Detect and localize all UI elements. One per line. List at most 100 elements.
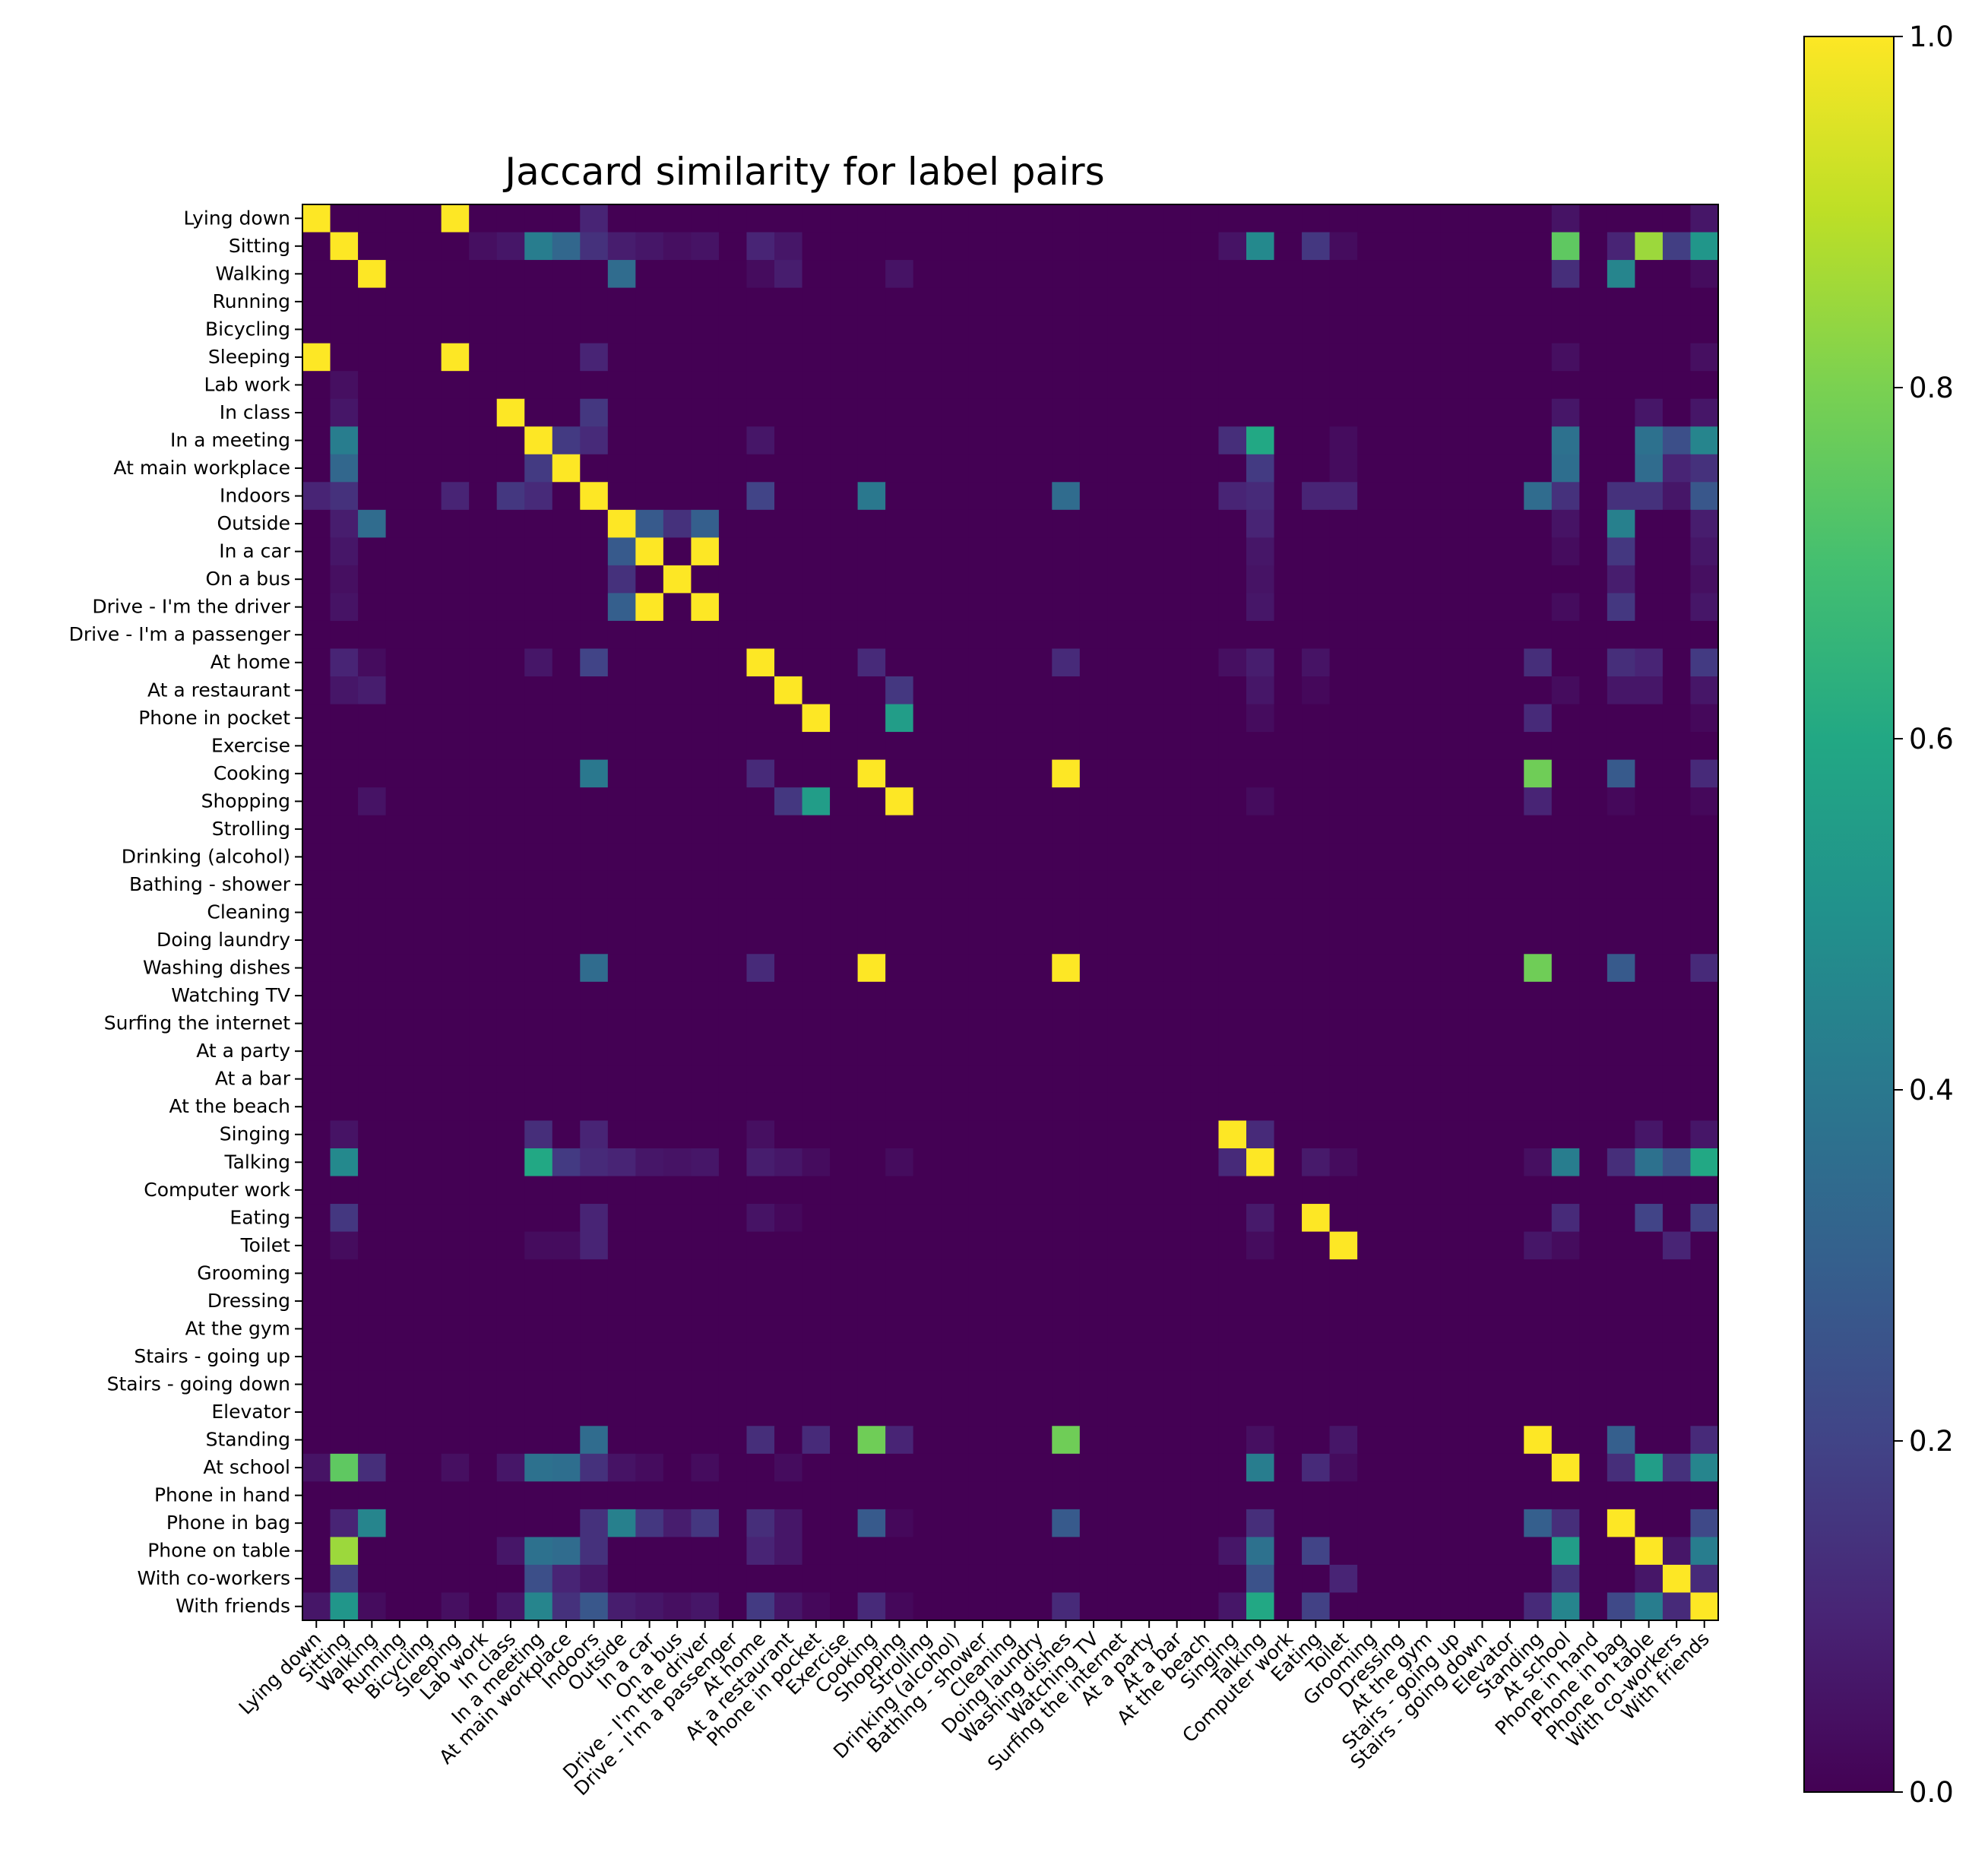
heatmap-cell [1024, 843, 1053, 872]
heatmap-cell [1274, 232, 1303, 261]
heatmap-cell [1218, 565, 1247, 594]
heatmap-cell [691, 315, 720, 344]
heatmap-cell [1079, 704, 1108, 733]
heatmap-cell [1357, 509, 1386, 538]
heatmap-cell [857, 1204, 886, 1233]
heatmap-cell [524, 1287, 553, 1316]
heatmap-cell [1329, 1398, 1358, 1426]
heatmap-cell [469, 870, 498, 899]
y-tick-label: Dressing [207, 1290, 290, 1312]
heatmap-cell [663, 1037, 692, 1066]
heatmap-cell [1468, 371, 1497, 400]
heatmap-cell [1190, 981, 1220, 1010]
heatmap-cell [1218, 371, 1247, 400]
heatmap-cell [1551, 1315, 1580, 1344]
heatmap-cell [1218, 1037, 1247, 1066]
heatmap-cell [830, 1231, 859, 1260]
heatmap-cell [358, 315, 387, 344]
heatmap-cell [1135, 260, 1164, 289]
heatmap-cell [1662, 1092, 1692, 1122]
heatmap-cell [1662, 1342, 1692, 1371]
heatmap-cell [413, 1120, 442, 1149]
y-tick-label: At a party [196, 1040, 290, 1062]
heatmap-cell [1052, 787, 1081, 816]
heatmap-cell [552, 1204, 581, 1233]
heatmap-cell [1107, 1231, 1136, 1260]
heatmap-cell [1413, 815, 1442, 844]
heatmap-cell [1440, 371, 1469, 400]
heatmap-cell [1163, 565, 1192, 594]
heatmap-cell [1107, 1092, 1136, 1122]
heatmap-cell [330, 1592, 359, 1621]
heatmap-cell [746, 1481, 775, 1510]
heatmap-cell [496, 287, 525, 316]
heatmap-cell [1440, 1509, 1469, 1538]
heatmap-cell [1163, 1092, 1192, 1122]
heatmap-cell [1496, 1426, 1524, 1455]
heatmap-cell [1440, 398, 1469, 427]
heatmap-cell [1357, 954, 1386, 983]
heatmap-cell [802, 1342, 831, 1371]
heatmap-cell [552, 759, 581, 788]
heatmap-cell [1163, 260, 1192, 289]
heatmap-cell [746, 315, 775, 344]
heatmap-cell [524, 954, 553, 983]
heatmap-cell [330, 593, 359, 622]
heatmap-cell [1579, 1398, 1608, 1426]
heatmap-cell [1107, 482, 1136, 511]
heatmap-cell [1246, 1176, 1275, 1205]
heatmap-cell [1524, 1453, 1553, 1482]
heatmap-cell [1662, 1204, 1692, 1233]
heatmap-cell [718, 1204, 748, 1233]
heatmap-cell [1274, 759, 1303, 788]
heatmap-cell [1329, 1009, 1358, 1038]
heatmap-cell [830, 759, 859, 788]
heatmap-cell [580, 1204, 609, 1233]
heatmap-cell [1690, 1564, 1719, 1594]
heatmap-cell [774, 593, 803, 622]
heatmap-cell [635, 981, 664, 1010]
heatmap-cell [607, 1065, 636, 1094]
heatmap-cell [1135, 343, 1164, 372]
heatmap-cell [1413, 1120, 1442, 1149]
heatmap-cell [358, 1342, 387, 1371]
heatmap-cell [524, 1537, 553, 1566]
heatmap-cell [1635, 343, 1664, 372]
heatmap-cell [1190, 593, 1220, 622]
heatmap-cell [1246, 1231, 1275, 1260]
heatmap-cell [330, 870, 359, 899]
heatmap-cell [663, 1176, 692, 1205]
heatmap-cell [1163, 843, 1192, 872]
heatmap-cell [1302, 732, 1331, 761]
heatmap-cell [1607, 648, 1636, 677]
heatmap-cell [968, 1370, 997, 1399]
heatmap-cell [1357, 1342, 1386, 1371]
heatmap-cell [885, 1592, 914, 1621]
heatmap-cell [1385, 981, 1413, 1010]
heatmap-cell [1190, 648, 1220, 677]
heatmap-cell [1496, 371, 1524, 400]
heatmap-cell [1468, 537, 1497, 566]
y-tick-label: Drive - I'm a passenger [69, 623, 291, 645]
heatmap-cell [718, 509, 748, 538]
heatmap-cell [1302, 426, 1331, 455]
heatmap-cell [1468, 1426, 1497, 1455]
heatmap-cell [1524, 398, 1553, 427]
heatmap-cell [1107, 1204, 1136, 1233]
heatmap-cell [1690, 732, 1719, 761]
heatmap-cell [1274, 1426, 1303, 1455]
heatmap-cell [524, 315, 553, 344]
heatmap-cell [691, 898, 720, 927]
heatmap-cell [996, 954, 1025, 983]
heatmap-cell [1413, 704, 1442, 733]
heatmap-cell [552, 1370, 581, 1399]
heatmap-cell [302, 870, 331, 899]
heatmap-cell [913, 1287, 942, 1316]
heatmap-cell [941, 1148, 970, 1177]
heatmap-cell [774, 1287, 803, 1316]
heatmap-cell [1496, 537, 1524, 566]
heatmap-cell [1218, 787, 1247, 816]
heatmap-cell [1329, 676, 1358, 705]
heatmap-cell [1579, 1426, 1608, 1455]
heatmap-cell [1107, 981, 1136, 1010]
